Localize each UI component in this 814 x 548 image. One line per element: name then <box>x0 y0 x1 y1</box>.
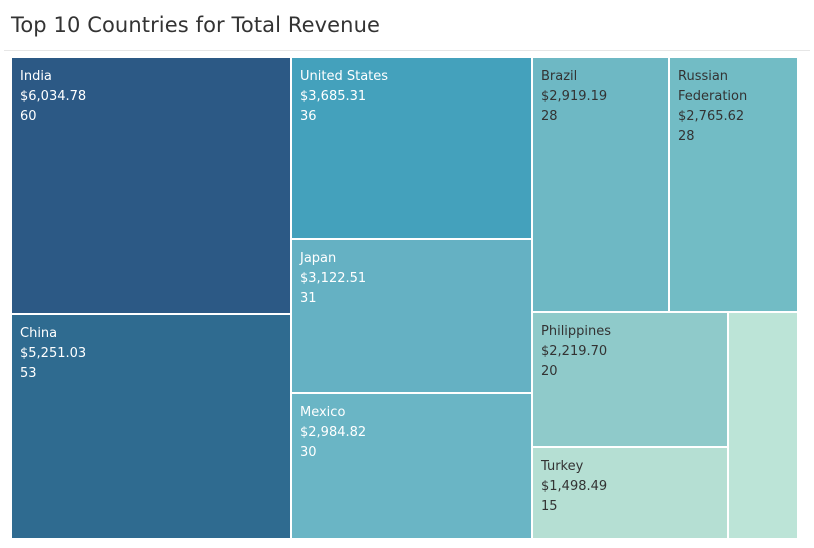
cell-label: Russian Federation $2,765.62 28 <box>678 67 758 147</box>
cell-country-name: Brazil <box>541 69 578 84</box>
treemap-cell-brazil[interactable]: Brazil $2,919.19 28 <box>533 58 668 311</box>
cell-revenue-value: $6,034.78 <box>20 89 87 104</box>
treemap-cell-turkey[interactable]: Turkey $1,498.49 15 <box>533 448 727 538</box>
cell-count-value: 28 <box>678 129 695 144</box>
cell-count-value: 15 <box>541 499 558 514</box>
cell-count-value: 60 <box>20 109 37 124</box>
cell-revenue-value: $2,765.62 <box>678 109 745 124</box>
cell-revenue-value: $2,219.70 <box>541 344 608 359</box>
cell-country-name: Turkey <box>541 459 584 474</box>
cell-label: Turkey $1,498.49 15 <box>541 457 607 517</box>
cell-label: United States $3,685.31 36 <box>300 67 388 127</box>
cell-label: Japan $3,122.51 31 <box>300 249 366 309</box>
treemap-cell-philippines[interactable]: Philippines $2,219.70 20 <box>533 313 727 446</box>
cell-country-name: Russian Federation <box>678 69 748 104</box>
treemap-cell-china[interactable]: China $5,251.03 53 <box>12 315 290 538</box>
cell-revenue-value: $2,984.82 <box>300 425 367 440</box>
cell-count-value: 36 <box>300 109 317 124</box>
cell-label: Brazil $2,919.19 28 <box>541 67 607 127</box>
cell-country-name: India <box>20 69 52 84</box>
treemap-cell-russian-federation[interactable]: Russian Federation $2,765.62 28 <box>670 58 797 311</box>
cell-revenue-value: $2,919.19 <box>541 89 608 104</box>
cell-revenue-value: $3,122.51 <box>300 271 367 286</box>
cell-revenue-value: $1,498.49 <box>541 479 608 494</box>
cell-label: China $5,251.03 53 <box>20 324 86 384</box>
cell-count-value: 53 <box>20 366 37 381</box>
treemap-cell-other[interactable] <box>729 313 797 538</box>
cell-count-value: 30 <box>300 445 317 460</box>
treemap-cell-mexico[interactable]: Mexico $2,984.82 30 <box>292 394 531 538</box>
cell-country-name: United States <box>300 69 389 84</box>
treemap-cell-japan[interactable]: Japan $3,122.51 31 <box>292 240 531 392</box>
cell-count-value: 28 <box>541 109 558 124</box>
cell-label: Philippines $2,219.70 20 <box>541 322 611 382</box>
cell-label: India $6,034.78 60 <box>20 67 86 127</box>
treemap-cell-india[interactable]: India $6,034.78 60 <box>12 58 290 313</box>
treemap-cell-united-states[interactable]: United States $3,685.31 36 <box>292 58 531 238</box>
cell-label: Mexico $2,984.82 30 <box>300 403 366 463</box>
cell-country-name: Mexico <box>300 405 346 420</box>
cell-country-name: Japan <box>300 251 337 266</box>
chart-title: Top 10 Countries for Total Revenue <box>11 13 381 37</box>
cell-country-name: Philippines <box>541 324 612 339</box>
cell-revenue-value: $5,251.03 <box>20 346 87 361</box>
title-divider <box>4 50 810 51</box>
cell-count-value: 31 <box>300 291 317 306</box>
cell-revenue-value: $3,685.31 <box>300 89 367 104</box>
cell-count-value: 20 <box>541 364 558 379</box>
cell-country-name: China <box>20 326 58 341</box>
